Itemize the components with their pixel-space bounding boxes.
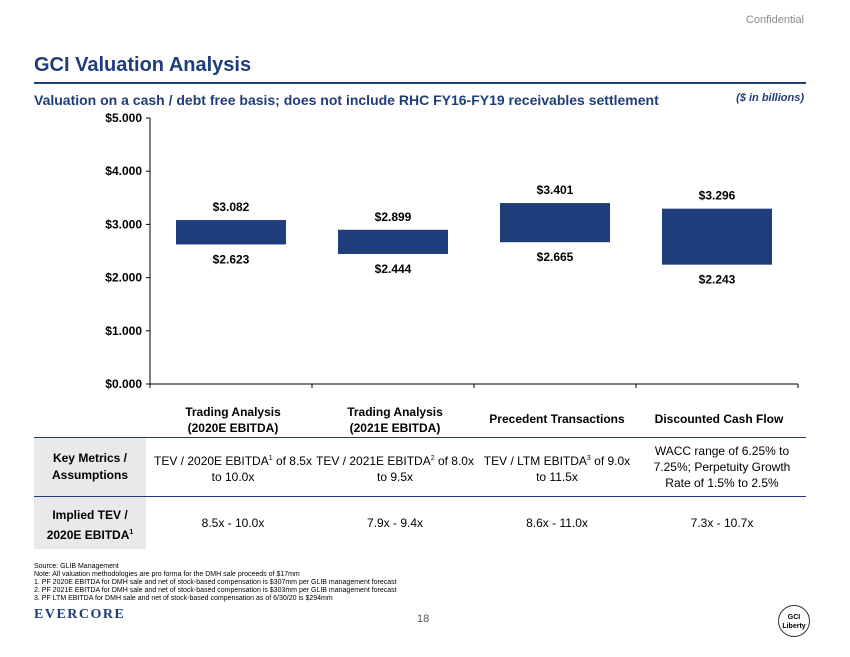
row-label-line: 2020E EBITDA — [46, 528, 130, 542]
units-note: ($ in billions) — [736, 92, 804, 104]
implied-tev-cell-trading-2021: 7.9x - 9.4x — [366, 516, 424, 530]
valuation-chart: $5.000 $4.000 $3.000 $2.000 $1.000 $0.000 $3.0… — [105, 111, 799, 391]
cell-text: of 9.0x — [590, 454, 631, 468]
column-header-line: (2020E EBITDA) — [187, 421, 279, 435]
range-bar — [176, 220, 286, 245]
row-label-line: Key Metrics / — [52, 451, 128, 465]
footnote-line: 2. PF 2021E EBITDA for DMH sale and net … — [34, 587, 397, 594]
footnote-line: Note: All valuation methodologies are pr… — [34, 571, 300, 578]
implied-tev-cell-dcf: 7.3x - 10.7x — [690, 516, 754, 530]
range-bar — [338, 229, 448, 254]
cell-text: of 8.5x — [272, 454, 312, 468]
column-header-trading-2020: Trading Analysis (2020E EBITDA) — [152, 404, 314, 436]
cell-text: TEV / 2020E EBITDA — [154, 454, 269, 468]
high-value-label: $2.899 — [375, 210, 412, 224]
cell-text: WACC range of 6.25% to — [654, 444, 790, 458]
footnote-line: 1. PF 2020E EBITDA for DMH sale and net … — [34, 579, 397, 586]
key-metrics-cell-trading-2021: TEV / 2021E EBITDA2 of 8.0x to 9.5x — [314, 451, 476, 485]
y-tick-label: $0.000 — [105, 377, 142, 391]
low-value-label: $2.623 — [213, 252, 250, 266]
low-value-label: $2.665 — [537, 250, 574, 264]
footnote-line: Source: GLIB Management — [34, 563, 119, 570]
page-subtitle: Valuation on a cash / debt free basis; d… — [34, 92, 659, 108]
y-tick-label: $1.000 — [105, 324, 142, 338]
page-number: 18 — [417, 613, 430, 625]
implied-tev-cell-precedent: 8.6x - 11.0x — [526, 516, 588, 530]
column-header-line: (2021E EBITDA) — [349, 421, 441, 435]
cell-text: to 9.5x — [376, 470, 414, 484]
low-value-label: $2.243 — [699, 273, 736, 287]
row-label-implied-tev: Implied TEV / 2020E EBITDA1 — [34, 497, 146, 549]
evercore-logo: EVERCORE — [34, 607, 126, 622]
key-metrics-cell-trading-2020: TEV / 2020E EBITDA1 of 8.5x to 10.0x — [152, 451, 314, 485]
footnotes: Source: GLIB Management Note: All valuat… — [34, 563, 397, 603]
gci-liberty-logo: GCI Liberty — [778, 605, 810, 637]
footnote-marker: 1 — [129, 529, 134, 536]
column-header-line: Trading Analysis — [347, 405, 443, 419]
y-tick-label: $3.000 — [105, 217, 142, 231]
column-header-line: Precedent Transactions — [489, 412, 625, 426]
key-metrics-cell-precedent: TEV / LTM EBITDA3 of 9.0x to 11.5x — [476, 451, 638, 485]
cell-text: Rate of 1.5% to 2.5% — [665, 476, 779, 490]
cell-text: to 10.0x — [211, 470, 255, 484]
cell-text: to 11.5x — [536, 470, 578, 484]
y-tick-label: $5.000 — [105, 111, 142, 125]
footnote-line: 3. PF LTM EBITDA for DMH sale and net of… — [34, 595, 333, 602]
table-divider — [34, 437, 806, 438]
column-header-precedent: Precedent Transactions — [476, 411, 638, 427]
high-value-label: $3.082 — [213, 200, 250, 214]
column-header-dcf: Discounted Cash Flow — [638, 411, 800, 427]
cell-text: TEV / 2021E EBITDA — [316, 454, 431, 468]
range-bar — [662, 208, 772, 265]
row-label-line: Implied TEV / — [52, 508, 128, 522]
y-tick-label: $2.000 — [105, 271, 142, 285]
confidential-label: Confidential — [745, 14, 804, 26]
column-header-line: Trading Analysis — [185, 405, 281, 419]
key-metrics-cell-dcf: WACC range of 6.25% to 7.25%; Perpetuity… — [638, 443, 806, 491]
row-label-line: Assumptions — [51, 468, 128, 482]
cell-text: TEV / LTM EBITDA — [483, 454, 587, 468]
footnote-marker: 2 — [430, 455, 435, 462]
y-tick-label: $4.000 — [105, 164, 142, 178]
low-value-label: $2.444 — [375, 262, 412, 276]
title-divider — [34, 82, 806, 84]
logo-text: GCI — [787, 614, 801, 621]
cell-text: 7.25%; Perpetuity Growth — [653, 460, 791, 474]
implied-tev-cell-trading-2020: 8.5x - 10.0x — [201, 516, 265, 530]
range-bar — [500, 203, 610, 243]
logo-text: Liberty — [782, 623, 806, 630]
table-divider — [34, 496, 806, 497]
column-header-line: Discounted Cash Flow — [654, 412, 784, 426]
high-value-label: $3.296 — [699, 189, 736, 203]
footnote-marker: 3 — [586, 455, 591, 462]
footnote-marker: 1 — [268, 455, 273, 462]
cell-text: of 8.0x — [434, 454, 474, 468]
high-value-label: $3.401 — [537, 183, 574, 197]
page-title: GCI Valuation Analysis — [34, 54, 252, 76]
row-label-key-metrics: Key Metrics / Assumptions — [34, 438, 146, 496]
column-header-trading-2021: Trading Analysis (2021E EBITDA) — [314, 404, 476, 436]
